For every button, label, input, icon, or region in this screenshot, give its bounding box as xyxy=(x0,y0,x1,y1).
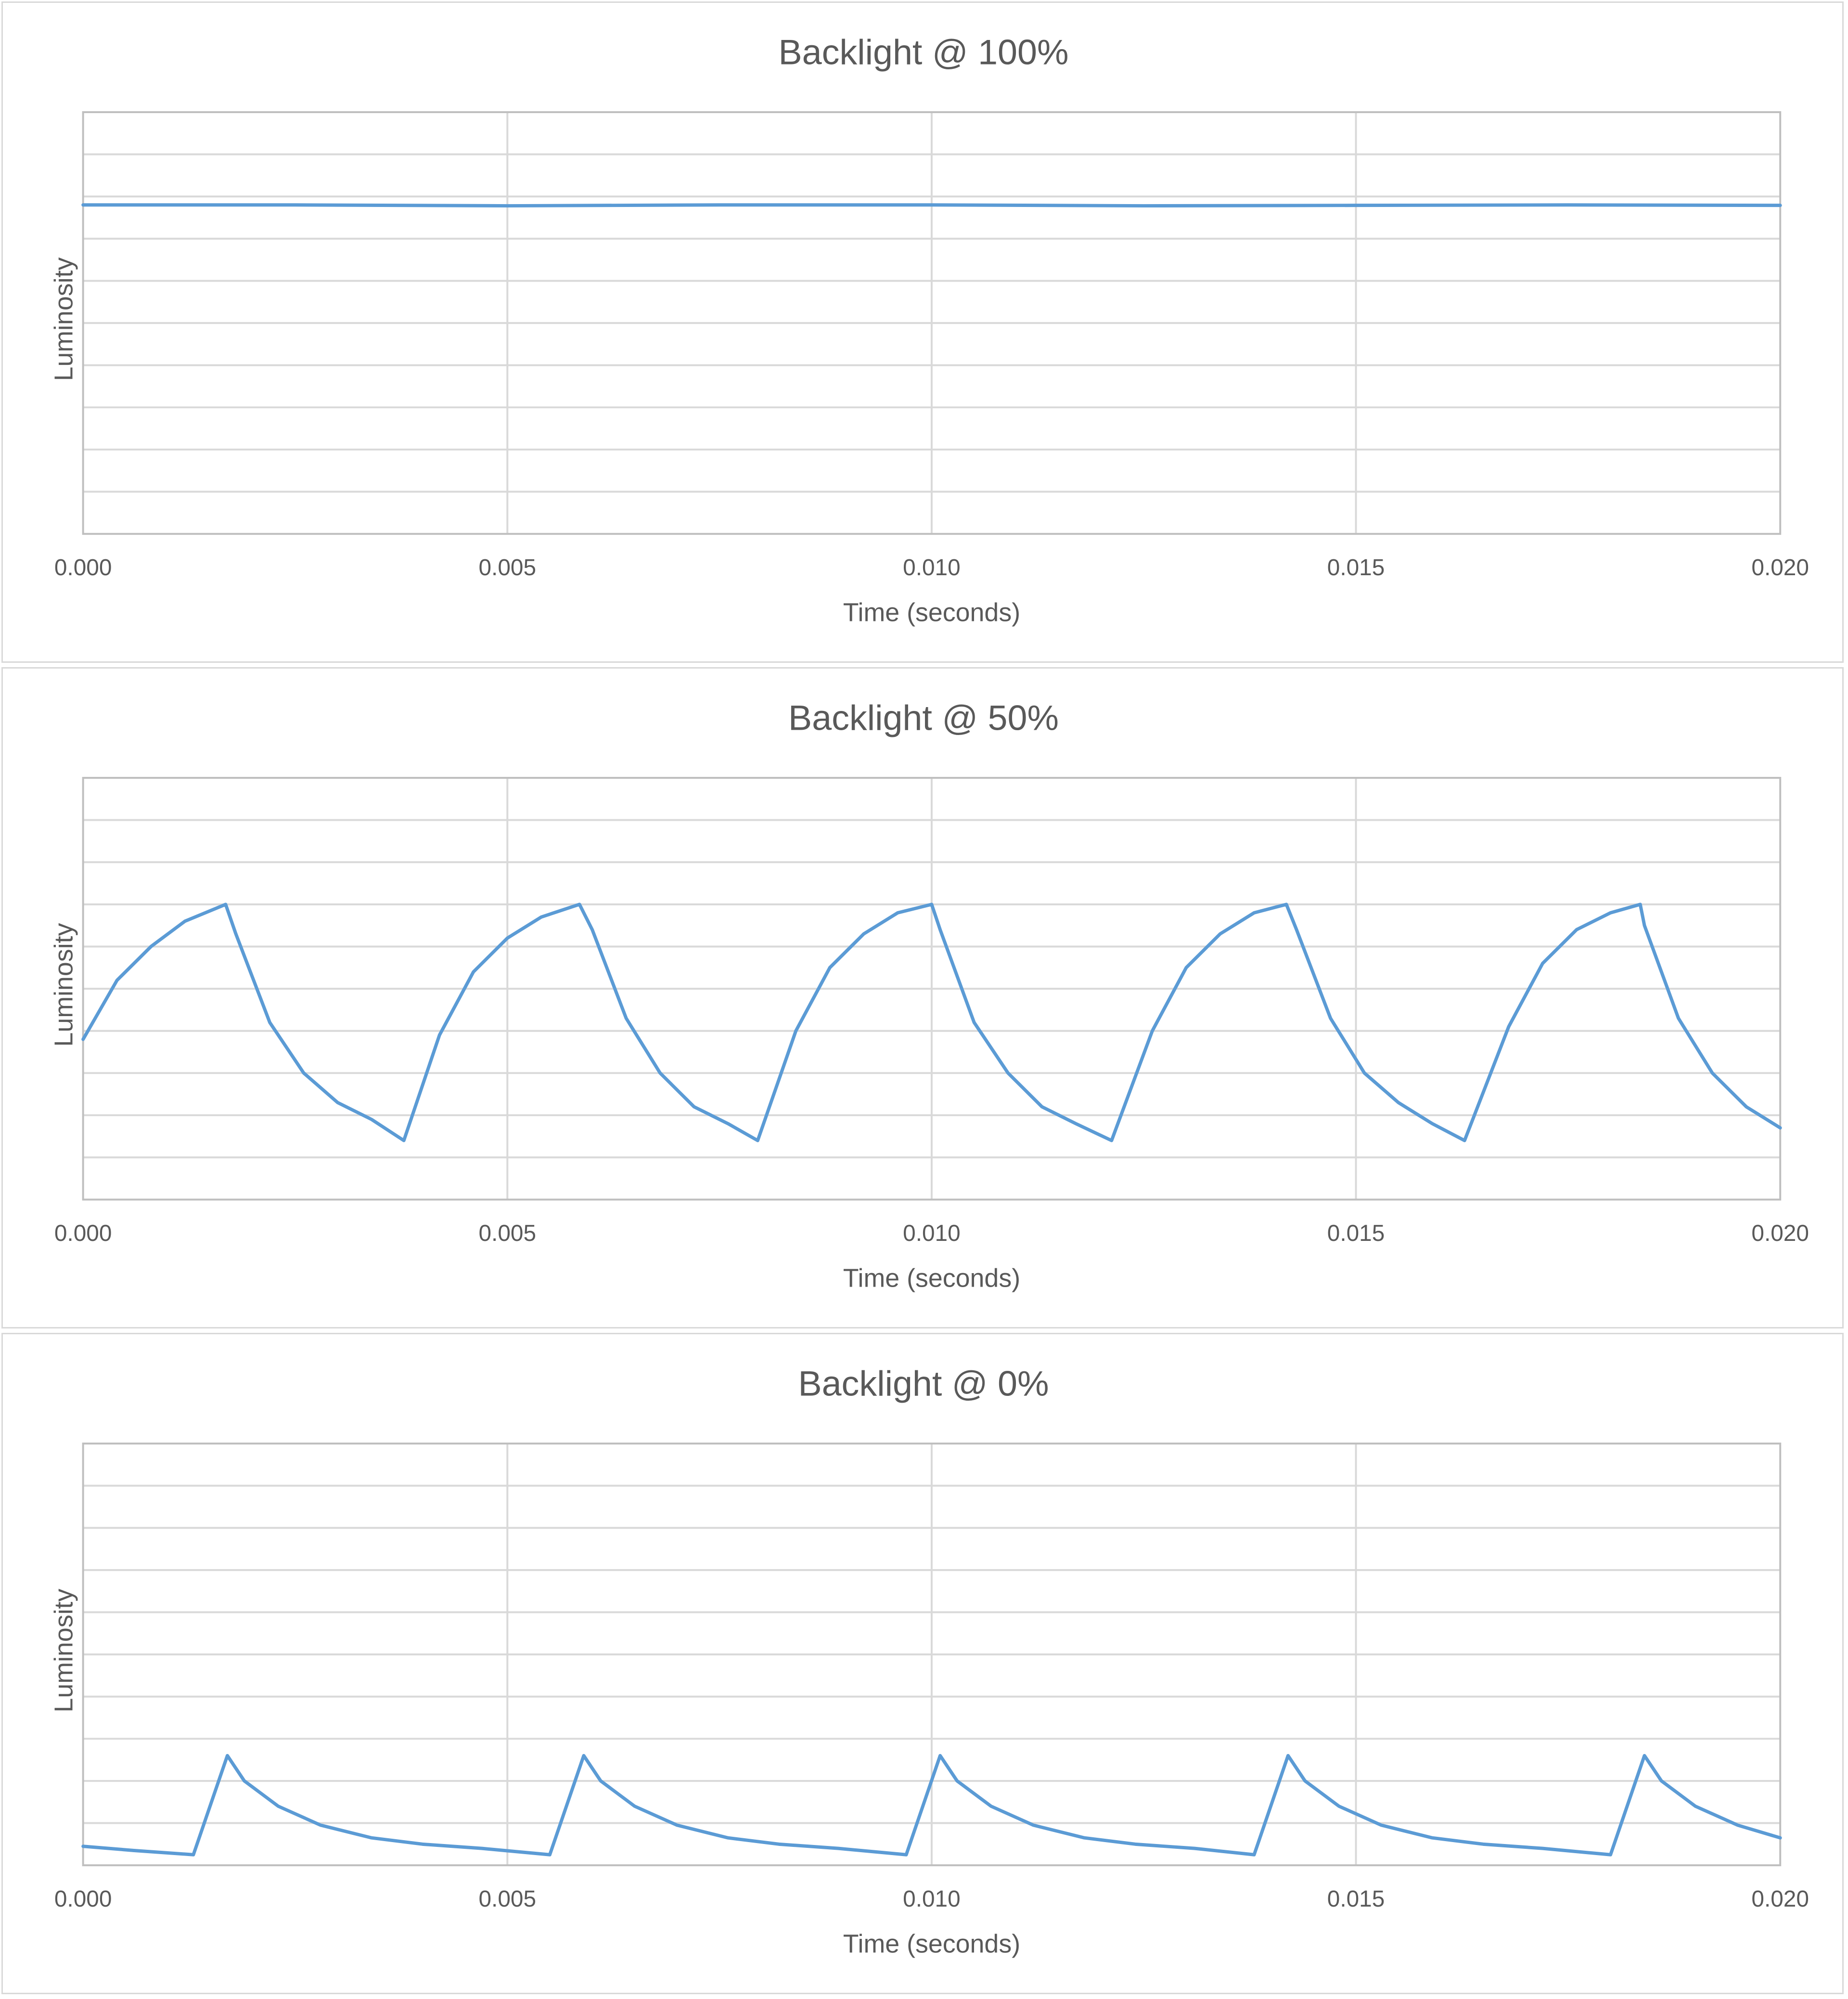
y-axis-label: Luminosity xyxy=(50,1589,78,1713)
chart-svg-2: Backlight @ 50% 0.000 0.005 0.010 0.015 0.02… xyxy=(50,697,1809,1292)
x-tick-label: 0.020 xyxy=(1751,1886,1809,1912)
x-tick-label: 0.000 xyxy=(54,1886,112,1912)
chart-title: Backlight @ 50% xyxy=(788,697,1059,737)
series-group xyxy=(81,1754,1782,1857)
x-tick-label: 0.015 xyxy=(1327,1221,1385,1246)
x-tick-group: 0.000 0.005 0.010 0.015 0.020 xyxy=(54,1221,1809,1246)
x-tick-label: 0.020 xyxy=(1751,1221,1809,1246)
chart-panel-3: Backlight @ 0% 0.000 0.005 0.010 0.015 0.020… xyxy=(1,1333,1844,1994)
x-tick-label: 0.005 xyxy=(478,555,536,580)
x-tick-label: 0.010 xyxy=(903,1221,961,1246)
series-line xyxy=(81,203,1782,208)
chart-svg-1: Backlight @ 100% 0.000 0.005 0.010 0.015 0.0… xyxy=(50,32,1809,627)
series-line xyxy=(81,903,1782,1142)
x-tick-group: 0.000 0.005 0.010 0.015 0.020 xyxy=(54,555,1809,580)
x-tick-label: 0.015 xyxy=(1327,1886,1385,1912)
series-line xyxy=(81,1754,1782,1857)
x-tick-label: 0.010 xyxy=(903,555,961,580)
chart-svg-3: Backlight @ 0% 0.000 0.005 0.010 0.015 0.020… xyxy=(50,1363,1809,1958)
chart-title: Backlight @ 100% xyxy=(779,32,1069,72)
x-axis-label: Time (seconds) xyxy=(843,598,1020,627)
x-axis-label: Time (seconds) xyxy=(843,1264,1020,1292)
grid-group xyxy=(82,1443,1782,1867)
grid-group xyxy=(82,777,1782,1201)
x-tick-group: 0.000 0.005 0.010 0.015 0.020 xyxy=(54,1886,1809,1912)
series-group xyxy=(81,203,1782,208)
plot-frame xyxy=(82,111,1782,535)
series-group xyxy=(81,903,1782,1142)
chart-panel-1: Backlight @ 100% 0.000 0.005 0.010 0.015 0.0… xyxy=(1,1,1844,663)
x-tick-label: 0.000 xyxy=(54,1221,112,1246)
x-tick-label: 0.005 xyxy=(478,1886,536,1912)
x-tick-label: 0.010 xyxy=(903,1886,961,1912)
y-axis-label: Luminosity xyxy=(50,923,78,1047)
plot-frame xyxy=(82,777,1782,1201)
chart-panel-2: Backlight @ 50% 0.000 0.005 0.010 0.015 0.02… xyxy=(1,667,1844,1328)
x-tick-label: 0.005 xyxy=(478,1221,536,1246)
chart-title: Backlight @ 0% xyxy=(798,1363,1049,1403)
x-tick-label: 0.020 xyxy=(1751,555,1809,580)
x-axis-label: Time (seconds) xyxy=(843,1929,1020,1958)
y-axis-label: Luminosity xyxy=(50,258,78,381)
grid-group xyxy=(82,111,1782,535)
x-tick-label: 0.015 xyxy=(1327,555,1385,580)
x-tick-label: 0.000 xyxy=(54,555,112,580)
plot-frame xyxy=(82,1443,1782,1867)
